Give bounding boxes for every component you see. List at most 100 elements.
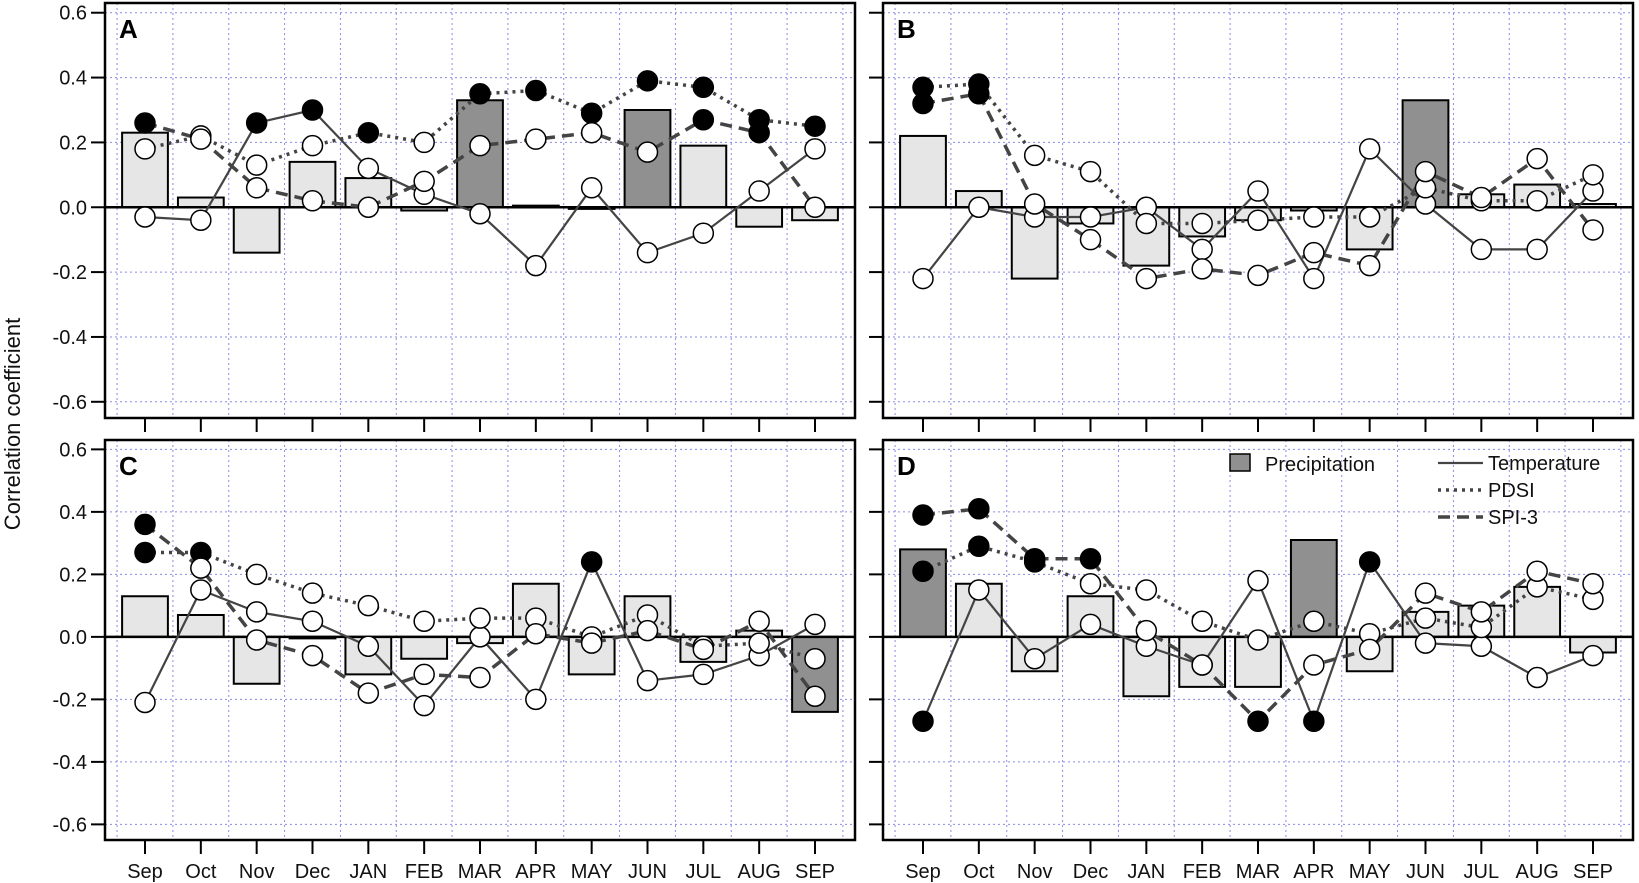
pdsi-point (1247, 209, 1269, 231)
spi3-point (1303, 241, 1325, 264)
pdsi-point (1358, 206, 1381, 228)
spi3-point (748, 121, 770, 144)
spi3-point (190, 557, 212, 579)
spi3-point (1582, 219, 1604, 241)
temperature-point (357, 635, 380, 657)
pdsi-point (357, 121, 380, 144)
spi3-point (1582, 573, 1604, 595)
spi3-point (525, 623, 547, 645)
spi3-point (413, 170, 435, 193)
pdsi-point (245, 154, 268, 176)
spi3-point (1414, 160, 1437, 183)
precipitation-bar (400, 635, 449, 660)
temperature-point (636, 241, 659, 264)
spi3-point (804, 196, 826, 219)
pdsi-point (692, 76, 715, 99)
y-tick-label: -0.4 (53, 327, 87, 349)
spi3-point (301, 644, 324, 667)
spi3-point (134, 112, 156, 134)
temperature-point (912, 710, 934, 732)
temperature-point (1303, 267, 1325, 290)
pdsi-point (1135, 579, 1158, 601)
x-tick-label: Nov (1017, 861, 1053, 883)
spi3-point (804, 685, 826, 707)
y-tick-label: -0.6 (53, 814, 87, 836)
spi3-point (357, 196, 380, 219)
pdsi-point (134, 138, 156, 160)
panel-letter: B (897, 14, 916, 44)
temperature-point (1247, 569, 1269, 592)
spi3-point (636, 619, 659, 642)
y-tick-label: -0.4 (53, 752, 87, 774)
precipitation-bar (735, 206, 784, 228)
spi3-point (190, 128, 212, 150)
x-tick-label: MAY (1349, 861, 1391, 883)
y-tick-label: 0.6 (59, 3, 87, 25)
temperature-point (692, 663, 715, 686)
precipitation-bar (121, 595, 169, 638)
spi3-point (1135, 267, 1158, 290)
pdsi-point (525, 79, 547, 102)
temperature-point (804, 138, 826, 160)
spi3-point (1135, 619, 1158, 642)
legend-precipitation-swatch (1229, 453, 1251, 472)
panel-b: B (869, 1, 1635, 432)
spi3-point (1358, 254, 1381, 277)
spi3-point (1079, 548, 1102, 570)
pdsi-point (912, 560, 934, 582)
temperature-point (357, 157, 380, 180)
spi3-point (1358, 638, 1381, 661)
temperature-point (301, 99, 324, 121)
legend-temperature-label: Temperature (1488, 453, 1600, 475)
pdsi-point (357, 594, 380, 617)
panel-c: 0.6 0.4 0.2 0.0 -0.2 -0.4 -0.6 Sep Oct Nov Dec JAN F… (53, 438, 857, 883)
spi3-point (692, 638, 715, 661)
x-tick-label: FEB (1183, 861, 1222, 883)
temperature-point (804, 613, 826, 636)
y-tick-label: 0.0 (59, 197, 87, 219)
panel-letter: D (897, 451, 916, 481)
y-tick-label: 0.4 (59, 502, 87, 524)
temperature-point (1358, 551, 1381, 573)
temperature-point (1526, 238, 1548, 261)
pdsi-point (1303, 610, 1325, 632)
x-tick-label: SEP (795, 861, 835, 883)
y-tick-label: -0.2 (53, 689, 87, 711)
precipitation-bar (176, 614, 225, 638)
y-tick-label: -0.2 (53, 262, 87, 284)
x-tick-label: AUG (1515, 861, 1558, 883)
spi3-point (469, 666, 491, 689)
temperature-point (413, 694, 435, 717)
spi3-point (968, 83, 990, 105)
spi3-point (1023, 193, 1046, 215)
temperature-point (469, 202, 491, 225)
pdsi-point (1079, 160, 1102, 183)
spi3-point (245, 629, 268, 651)
spi3-point (1079, 228, 1102, 251)
legend-spi3-label: SPI-3 (1488, 507, 1538, 529)
temperature-point (1247, 180, 1269, 202)
x-tick-label: JAN (349, 861, 387, 883)
x-tick-label: Dec (1073, 861, 1109, 883)
spi3-point (1023, 548, 1046, 570)
panel-a: 0.6 0.4 0.2 0.0 -0.2 -0.4 -0.6 A (53, 1, 857, 432)
pdsi-point (1135, 212, 1158, 235)
x-tick-label: FEB (405, 861, 444, 883)
temperature-point (245, 601, 268, 623)
pdsi-point (968, 535, 990, 557)
spi3-point (1470, 601, 1493, 623)
temperature-point (968, 579, 990, 601)
spi3-point (301, 190, 324, 212)
temperature-point (190, 579, 212, 601)
x-tick-label: JUL (1464, 861, 1500, 883)
temperature-point (301, 610, 324, 632)
precipitation-bar (232, 206, 281, 254)
panel-letter: A (119, 14, 138, 44)
legend: Precipitation Temperature PDSI SPI-3 (1229, 453, 1600, 529)
pdsi-point (804, 648, 826, 670)
x-tick-label: MAR (1236, 861, 1280, 883)
spi3-point (1191, 258, 1213, 280)
pdsi-point (1191, 610, 1213, 632)
x-tick-label: Sep (905, 861, 941, 883)
